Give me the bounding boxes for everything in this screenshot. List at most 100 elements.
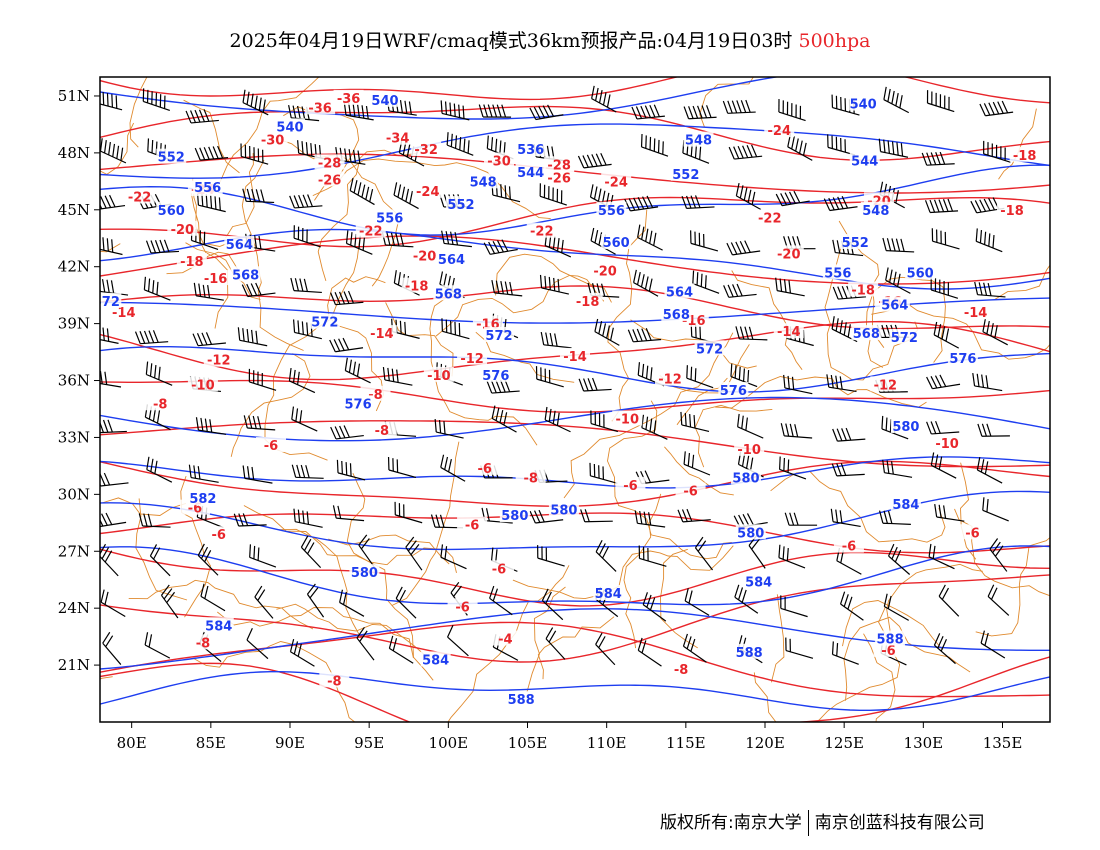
temperature-label: -6 xyxy=(833,537,864,555)
border-line xyxy=(135,498,188,601)
wind-barb xyxy=(145,361,173,386)
border-line xyxy=(694,404,773,468)
svg-text:580: 580 xyxy=(550,504,577,519)
height-label: 564 xyxy=(224,235,255,253)
svg-text:580: 580 xyxy=(351,566,378,581)
wind-barb xyxy=(977,423,1010,437)
height-label: 572 xyxy=(889,328,920,346)
border-line xyxy=(225,153,255,239)
wind-barb xyxy=(735,183,762,211)
wind-barb xyxy=(290,277,322,294)
height-label: 560 xyxy=(601,234,632,251)
height-label: 544 xyxy=(849,152,880,169)
wind-barb xyxy=(100,279,129,296)
temperature-label: -8 xyxy=(145,395,176,412)
temperature-label: -22 xyxy=(526,222,557,240)
height-label: 588 xyxy=(875,630,906,648)
border-line xyxy=(886,563,983,641)
svg-text:544: 544 xyxy=(851,154,878,169)
svg-text:-12: -12 xyxy=(207,354,231,369)
wind-barb xyxy=(291,406,318,432)
wind-barb xyxy=(883,86,910,114)
temperature-contour xyxy=(100,656,1050,722)
height-label: 548 xyxy=(468,173,499,190)
temperature-label: -18 xyxy=(572,292,603,310)
height-label: 540 xyxy=(370,91,400,109)
wind-barb xyxy=(775,277,805,297)
temperature-label: -8 xyxy=(187,634,218,651)
wind-barb xyxy=(728,144,763,160)
wind-barb xyxy=(387,456,417,479)
temperature-label: -12 xyxy=(203,351,234,369)
wind-barb xyxy=(188,464,219,483)
svg-text:540: 540 xyxy=(371,94,398,109)
wind-barb xyxy=(197,543,219,576)
height-label: 572 xyxy=(100,292,122,310)
height-label: 536 xyxy=(515,141,546,158)
svg-text:536: 536 xyxy=(517,143,544,158)
wind-barb xyxy=(300,535,322,569)
border-line xyxy=(100,122,135,175)
wind-barb xyxy=(446,132,474,156)
svg-text:582: 582 xyxy=(189,492,216,507)
wind-barb xyxy=(478,104,512,118)
wind-barb xyxy=(677,508,711,523)
wind-barb xyxy=(778,99,806,122)
svg-text:-12: -12 xyxy=(460,352,484,367)
svg-text:-18: -18 xyxy=(180,255,204,270)
temperature-label: -14 xyxy=(773,323,804,340)
wind-barb xyxy=(638,545,667,567)
svg-text:-6: -6 xyxy=(965,526,979,541)
wind-barb xyxy=(682,633,707,663)
wind-barb xyxy=(144,632,171,659)
wind-barb xyxy=(233,513,267,527)
wind-barb xyxy=(243,415,276,431)
svg-text:-14: -14 xyxy=(370,327,394,342)
wind-barb xyxy=(100,589,126,617)
wind-barb xyxy=(974,281,1006,298)
height-label: 580 xyxy=(731,469,761,486)
wind-barb xyxy=(545,627,566,660)
svg-text:584: 584 xyxy=(745,576,772,591)
temperature-label: -10 xyxy=(932,435,963,452)
wind-barb xyxy=(395,586,417,619)
wind-barb xyxy=(292,319,322,340)
height-label: 556 xyxy=(822,264,853,281)
svg-text:564: 564 xyxy=(666,285,693,300)
wind-barb xyxy=(980,630,1006,659)
border-line xyxy=(193,641,356,722)
wind-barb xyxy=(785,637,814,659)
svg-text:552: 552 xyxy=(447,198,474,213)
height-label: 572 xyxy=(309,313,340,331)
height-label: 544 xyxy=(515,163,546,181)
lon-tick-label: 105E xyxy=(508,734,548,752)
svg-text:-30: -30 xyxy=(487,154,511,169)
temperature-label: -32 xyxy=(411,141,442,158)
wind-barb xyxy=(882,459,913,478)
wind-barb xyxy=(831,641,859,665)
lon-tick-label: 120E xyxy=(745,734,785,752)
wind-barb xyxy=(330,425,364,440)
wind-barb xyxy=(933,633,956,665)
temperature-contour xyxy=(100,621,1050,698)
svg-text:552: 552 xyxy=(672,168,699,183)
temperature-label: -8 xyxy=(515,469,546,486)
wind-barb xyxy=(590,410,619,433)
wind-barb xyxy=(690,230,719,252)
border-line xyxy=(699,77,754,127)
wind-barb xyxy=(888,543,911,575)
svg-text:-18: -18 xyxy=(851,283,875,298)
wind-barb xyxy=(982,318,1008,346)
lon-tick-label: 135E xyxy=(983,734,1023,752)
wind-barb xyxy=(539,183,567,206)
height-contour xyxy=(100,456,1050,489)
border-line xyxy=(282,140,399,287)
wind-barb xyxy=(878,138,909,158)
svg-text:568: 568 xyxy=(435,287,462,302)
wind-barb xyxy=(145,239,179,254)
wind-barb xyxy=(640,133,669,157)
wind-barb xyxy=(146,456,173,483)
wind-barb xyxy=(535,366,564,388)
wind-barb xyxy=(730,363,758,388)
temperature-label: -22 xyxy=(754,209,785,226)
